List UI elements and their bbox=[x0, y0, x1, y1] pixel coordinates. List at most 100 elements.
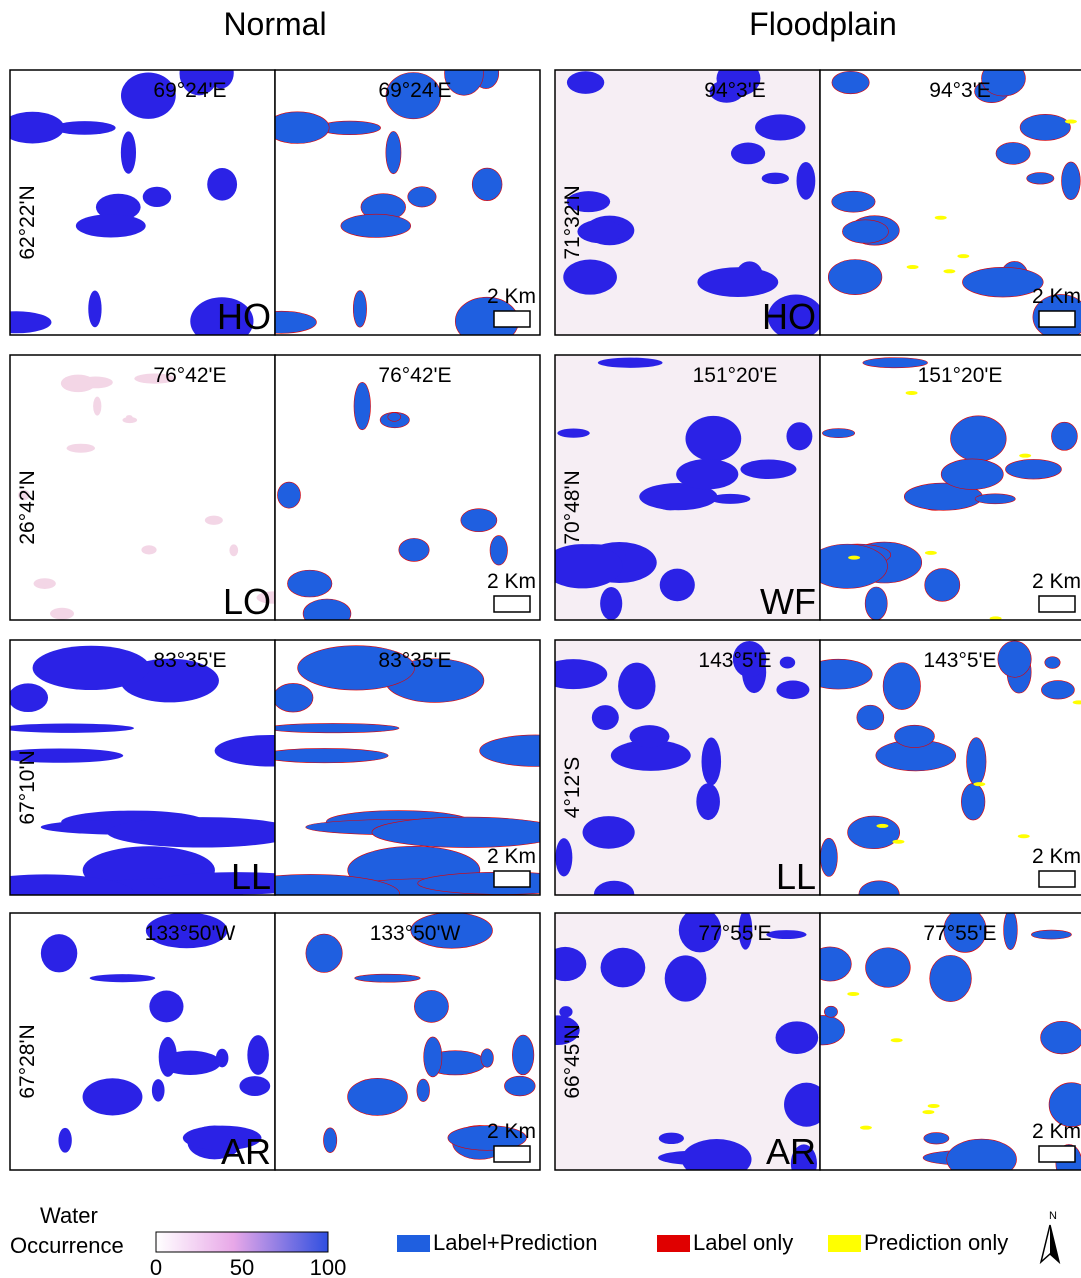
water-body bbox=[796, 161, 816, 200]
longitude-label: 76°42'E bbox=[378, 364, 451, 387]
water-body bbox=[820, 837, 838, 877]
panel-frame bbox=[819, 639, 1081, 896]
water-body bbox=[827, 259, 883, 295]
water-body bbox=[1048, 1082, 1081, 1127]
water-body bbox=[10, 874, 135, 895]
scale-label: 2 Km bbox=[487, 1120, 536, 1143]
water-body bbox=[820, 1015, 845, 1046]
longitude-label: 143°5'E bbox=[698, 649, 771, 672]
water-body bbox=[371, 816, 540, 848]
water-body bbox=[943, 913, 987, 953]
map-panel bbox=[275, 640, 540, 895]
longitude-label: 69°24'E bbox=[378, 79, 451, 102]
latitude-label: 66°45'N bbox=[561, 1024, 584, 1098]
scale-label: 2 Km bbox=[1032, 1120, 1081, 1143]
scale-bar bbox=[493, 1145, 531, 1163]
latitude-label: 70°48'N bbox=[561, 470, 584, 544]
north-label: N bbox=[1049, 1210, 1057, 1222]
water-body bbox=[966, 737, 987, 786]
water-body bbox=[275, 683, 314, 713]
water-trace bbox=[122, 416, 138, 424]
water-body bbox=[512, 1034, 535, 1076]
longitude-label: 94°3'E bbox=[929, 79, 990, 102]
colorbar-tick: 50 bbox=[230, 1255, 254, 1278]
water-body bbox=[297, 645, 415, 691]
water-body bbox=[106, 817, 275, 848]
water-body bbox=[1003, 913, 1018, 950]
map-panel bbox=[555, 913, 820, 1170]
latitude-label: 67°28'N bbox=[16, 1024, 39, 1098]
map-panel bbox=[555, 70, 820, 335]
water-body bbox=[10, 748, 124, 763]
water-body bbox=[776, 680, 810, 700]
map-panel bbox=[275, 355, 540, 620]
water-body bbox=[862, 357, 928, 369]
panel-frame bbox=[274, 912, 541, 1171]
water-body bbox=[239, 1076, 271, 1096]
water-body bbox=[142, 186, 172, 208]
water-body bbox=[555, 544, 623, 589]
latitude-label: 62°22'N bbox=[16, 185, 39, 259]
water-trace bbox=[229, 544, 239, 557]
water-trace bbox=[93, 396, 102, 416]
water-body bbox=[639, 483, 718, 511]
legend-label: Label+Prediction bbox=[433, 1230, 598, 1255]
water-body bbox=[779, 656, 796, 669]
water-body bbox=[353, 382, 371, 431]
longitude-label: 133°50'W bbox=[370, 922, 461, 945]
longitude-label: 77°55'E bbox=[698, 922, 771, 945]
water-body bbox=[340, 213, 412, 238]
water-body bbox=[738, 913, 753, 950]
map-panel bbox=[10, 640, 275, 895]
prediction-only bbox=[943, 269, 956, 274]
water-body bbox=[407, 186, 437, 208]
water-body bbox=[323, 1127, 338, 1153]
prediction-only bbox=[957, 254, 970, 259]
water-body bbox=[555, 946, 587, 982]
water-body bbox=[460, 508, 498, 533]
latitude-label: 4°12'S bbox=[561, 757, 584, 818]
panel-frame bbox=[819, 912, 1081, 1171]
water-body bbox=[847, 815, 901, 850]
panel-frame bbox=[819, 69, 1081, 336]
water-body bbox=[924, 568, 961, 602]
water-body bbox=[75, 214, 146, 238]
water-trace bbox=[18, 489, 30, 501]
map-panel bbox=[820, 913, 1081, 1170]
scale-bar bbox=[1038, 310, 1076, 328]
water-body bbox=[678, 913, 722, 953]
map-panel bbox=[555, 640, 820, 895]
water-body bbox=[732, 640, 767, 678]
water-body bbox=[504, 1075, 536, 1097]
scale-bar bbox=[493, 595, 531, 613]
legend-swatch bbox=[657, 1235, 690, 1252]
water-body bbox=[962, 266, 1044, 298]
water-body bbox=[577, 219, 624, 244]
water-body bbox=[215, 1048, 229, 1068]
water-trace bbox=[134, 373, 176, 384]
longitude-label: 77°55'E bbox=[923, 922, 996, 945]
water-body bbox=[981, 70, 1026, 97]
water-body bbox=[865, 947, 911, 988]
colorbar-title: Water bbox=[40, 1203, 98, 1228]
water-body bbox=[600, 587, 623, 620]
map-panel bbox=[275, 913, 540, 1170]
water-body bbox=[305, 933, 343, 973]
region-code: LL bbox=[776, 856, 816, 897]
prediction-only bbox=[1017, 834, 1030, 839]
water-body bbox=[480, 1048, 494, 1068]
longitude-label: 151°20'E bbox=[918, 364, 1003, 387]
region-code: LL bbox=[231, 856, 271, 897]
prediction-only bbox=[906, 265, 919, 270]
water-body bbox=[831, 70, 870, 95]
prediction-only bbox=[890, 1038, 903, 1043]
scale-label: 2 Km bbox=[1032, 570, 1081, 593]
water-body bbox=[563, 259, 617, 295]
water-body bbox=[287, 569, 333, 598]
water-body bbox=[929, 955, 972, 1002]
water-body bbox=[856, 704, 885, 731]
water-body bbox=[89, 974, 156, 983]
water-body bbox=[995, 142, 1031, 165]
water-body bbox=[152, 872, 275, 895]
